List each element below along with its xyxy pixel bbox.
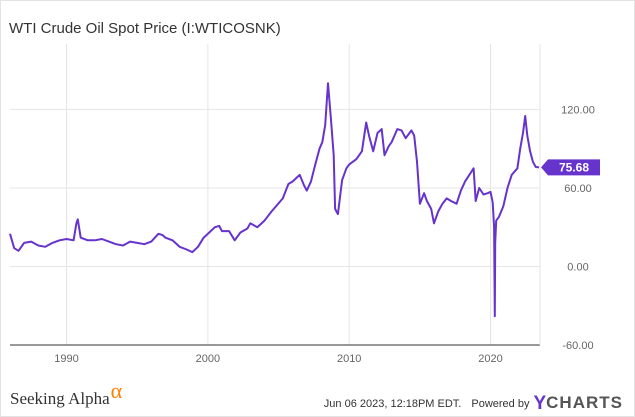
last-value-label: 75.68 [559,160,589,174]
series-line-wti [9,82,540,318]
x-tick-label: 2000 [196,353,220,365]
y-tick-label: 120.00 [561,104,595,116]
last-value-marker: 75.68 [541,159,600,176]
ycharts-logo-text: CHARTS [546,393,623,412]
chart-title: WTI Crude Oil Spot Price (I:WTICOSNK) [9,20,281,37]
brand-text: Seeking Alpha [10,389,110,408]
seeking-alpha-logo: Seeking Alphaα [10,378,122,410]
y-tick-label: 60.00 [564,183,592,195]
ycharts-logo-icon: Y [533,393,547,414]
x-tick-label: 2020 [478,353,502,365]
footer-attribution: Jun 06 2023, 12:18PM EDT. Powered by YCHAR… [324,393,623,415]
x-tick-label: 1990 [54,353,78,365]
axis-layer: 120.00 60.00 0.00 -60.00 1990 2000 2010 2020 [10,44,595,365]
y-tick-label: -60.00 [562,340,593,352]
y-tick-label: 0.00 [567,261,588,273]
timestamp: Jun 06 2023, 12:18PM EDT. [323,398,462,410]
x-tick-label: 2010 [337,353,361,365]
powered-by-label: Powered by [471,398,530,410]
last-value-badge [541,159,600,176]
alpha-icon: α [110,378,123,403]
